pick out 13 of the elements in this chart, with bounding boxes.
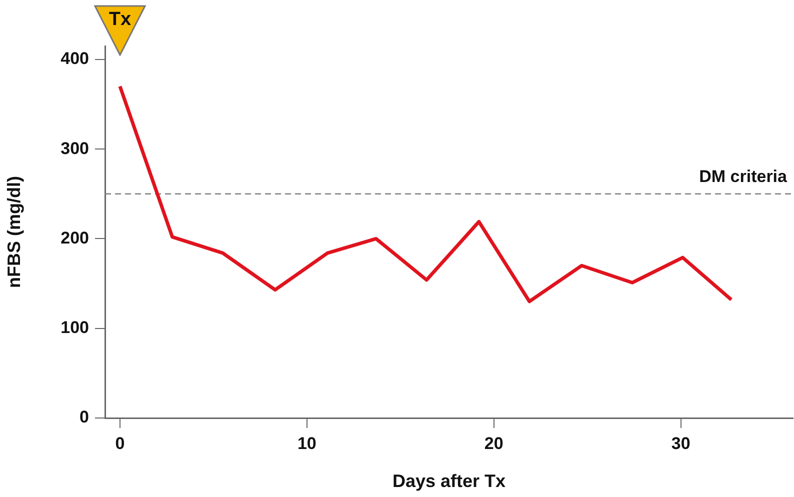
x-tick-label: 30 — [671, 434, 690, 453]
y-tick-label: 0 — [80, 408, 89, 427]
y-tick-label: 100 — [60, 318, 89, 338]
x-tick-label: 20 — [484, 434, 504, 453]
x-axis-title: Days after Tx — [392, 471, 506, 492]
x-tick-label: 10 — [297, 434, 316, 453]
ref-line-label: DM criteria — [699, 167, 788, 186]
x-tick-label: 0 — [115, 434, 125, 453]
y-tick-label: 200 — [60, 228, 89, 248]
y-axis-title: nFBS (mg/dl) — [4, 176, 24, 288]
y-tick-label: 300 — [60, 138, 89, 158]
triangle-icon: Tx — [94, 4, 146, 56]
y-tick-label: 400 — [60, 49, 89, 68]
